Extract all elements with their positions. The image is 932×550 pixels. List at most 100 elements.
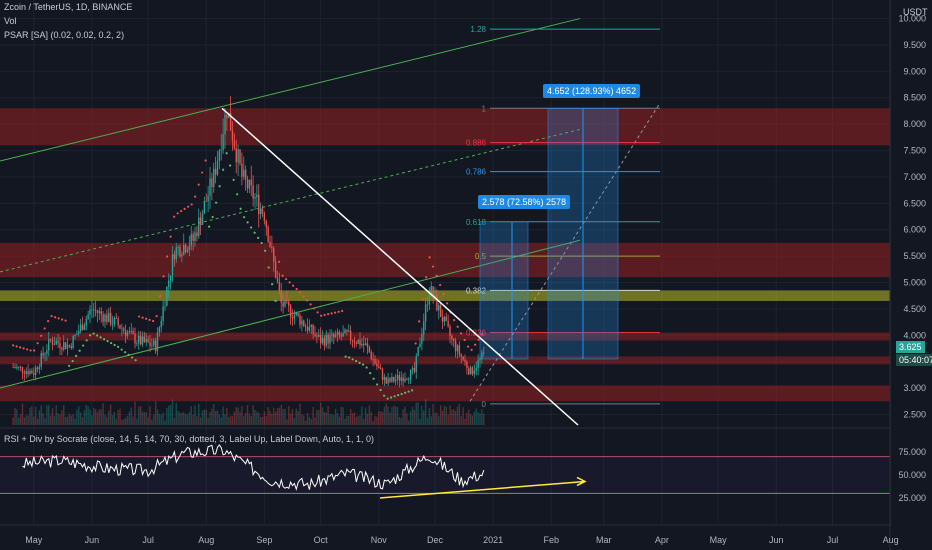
candle-body bbox=[471, 367, 474, 374]
candle-body bbox=[83, 325, 86, 330]
volume-bar bbox=[250, 416, 252, 425]
candle-body bbox=[428, 293, 431, 305]
candle-body bbox=[336, 331, 339, 335]
volume-bar bbox=[254, 409, 256, 425]
candle-body bbox=[166, 286, 168, 306]
psar-dot bbox=[306, 299, 309, 302]
candle-body bbox=[342, 333, 344, 337]
candle-body bbox=[340, 335, 342, 337]
volume-bar bbox=[351, 413, 354, 425]
candle-body bbox=[12, 366, 14, 368]
volume-bar bbox=[66, 416, 69, 425]
candle-body bbox=[258, 194, 260, 214]
volume-bar bbox=[158, 413, 161, 425]
candle-body bbox=[462, 356, 464, 360]
volume-bar bbox=[447, 414, 449, 425]
candle-body bbox=[113, 318, 116, 324]
measure-label-2[interactable]: 2.578 (72.58%) 2578 bbox=[478, 195, 571, 209]
volume-bar bbox=[316, 409, 318, 425]
volume-bar bbox=[44, 418, 46, 425]
volume-bar bbox=[477, 412, 479, 425]
volume-bar bbox=[153, 414, 155, 425]
psar-dot bbox=[180, 209, 183, 213]
volume-bar bbox=[48, 405, 50, 425]
psar-dot bbox=[204, 159, 207, 162]
psar-dot bbox=[173, 215, 176, 218]
volume-bar bbox=[231, 416, 234, 425]
candle-body bbox=[464, 359, 466, 362]
volume-bar bbox=[177, 410, 179, 425]
psar-dot bbox=[383, 394, 386, 397]
psar-dot bbox=[243, 216, 246, 219]
psar-dot bbox=[313, 307, 316, 310]
candle-body bbox=[319, 334, 322, 344]
volume-bar bbox=[16, 409, 18, 425]
price-tick-label: 9.500 bbox=[903, 40, 926, 50]
time-tick-label: Jun bbox=[769, 535, 784, 545]
volume-bar bbox=[233, 411, 236, 425]
psar-dot bbox=[43, 327, 46, 330]
candle-body bbox=[139, 335, 142, 345]
candle-body bbox=[179, 246, 181, 257]
volume-bar bbox=[361, 406, 363, 425]
candle-body bbox=[226, 114, 228, 118]
psar-dot bbox=[481, 333, 484, 336]
candle-body bbox=[473, 370, 476, 374]
psar-dot bbox=[239, 207, 242, 210]
volume-bar bbox=[222, 406, 224, 425]
symbol-title[interactable]: Zcoin / TetherUS, 1D, BINANCE bbox=[4, 2, 133, 12]
candle-body bbox=[443, 316, 446, 322]
candle-body bbox=[136, 343, 138, 345]
volume-bar bbox=[303, 415, 305, 425]
volume-bar bbox=[123, 419, 125, 425]
candle-body bbox=[104, 314, 106, 322]
candle-body bbox=[441, 317, 444, 322]
psar-dot bbox=[369, 372, 372, 375]
price-tick-label: 4.500 bbox=[903, 304, 926, 314]
psar-dot bbox=[327, 313, 330, 316]
volume-bar bbox=[368, 405, 371, 425]
psar-dot bbox=[89, 334, 92, 337]
volume-bar bbox=[63, 405, 65, 425]
volume-bar bbox=[196, 416, 198, 425]
price-tick-label: 5.500 bbox=[903, 251, 926, 261]
candle-body bbox=[259, 208, 262, 214]
vol-legend[interactable]: Vol bbox=[4, 16, 17, 26]
currency-label: USDT bbox=[903, 7, 928, 17]
volume-bar bbox=[417, 402, 419, 425]
volume-bar bbox=[387, 406, 389, 425]
volume-bar bbox=[198, 403, 200, 425]
candle-body bbox=[278, 281, 281, 291]
candle-body bbox=[128, 331, 131, 333]
volume-bar bbox=[402, 409, 404, 425]
volume-bar bbox=[318, 409, 320, 425]
candle-body bbox=[479, 358, 481, 361]
rsi-legend[interactable]: RSI + Div by Socrate (close, 14, 5, 14, … bbox=[4, 434, 374, 444]
candle-body bbox=[284, 299, 286, 307]
psar-dot bbox=[285, 277, 288, 281]
candle-body bbox=[408, 379, 410, 381]
volume-bar bbox=[169, 404, 172, 425]
psar-dot bbox=[355, 359, 358, 363]
volume-bar bbox=[430, 416, 432, 425]
psar-dot bbox=[439, 283, 442, 287]
psar-dot bbox=[358, 361, 361, 364]
volume-bar bbox=[145, 411, 147, 425]
time-tick-label: May bbox=[710, 535, 728, 545]
volume-bar bbox=[98, 409, 101, 425]
psar-dot bbox=[166, 255, 169, 258]
psar-dot bbox=[236, 193, 239, 196]
time-tick-label: Aug bbox=[883, 535, 899, 545]
candle-body bbox=[53, 344, 56, 346]
volume-bar bbox=[426, 417, 429, 425]
psar-legend[interactable]: PSAR [SA] (0.02, 0.02, 0.2, 2) bbox=[4, 30, 125, 40]
psar-dot bbox=[50, 315, 53, 318]
psar-dot bbox=[127, 353, 130, 356]
measure-label-1[interactable]: 4.652 (128.93%) 4652 bbox=[543, 84, 641, 98]
candle-body bbox=[33, 373, 35, 375]
volume-bar bbox=[327, 406, 329, 425]
volume-bar bbox=[194, 405, 196, 425]
volume-bar bbox=[379, 411, 382, 425]
candle-body bbox=[115, 318, 117, 319]
volume-bar bbox=[355, 416, 357, 425]
